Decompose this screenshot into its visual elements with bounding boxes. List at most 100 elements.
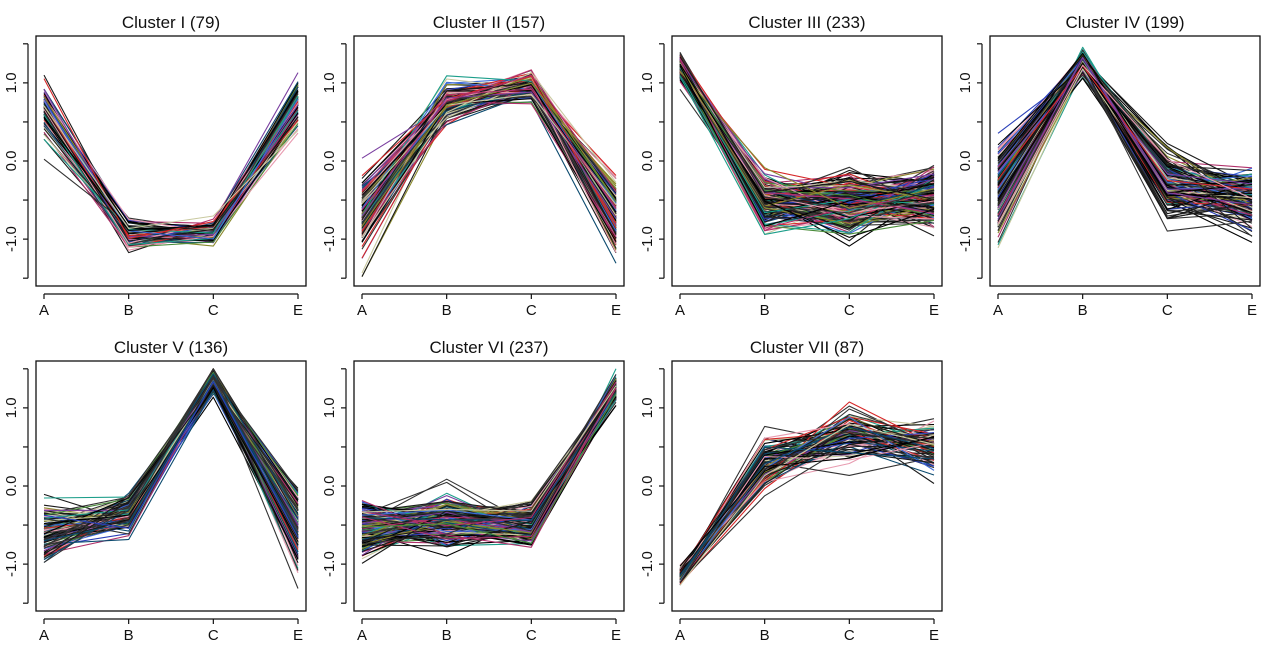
chart-title: Cluster III (233) (748, 13, 865, 32)
y-tick-label: 0.0 (639, 151, 656, 172)
cluster-chart: Cluster VI (237) 1.0 0.0 -1.0 A B C E (321, 338, 625, 644)
x-tick-label: E (929, 302, 939, 319)
y-tick-label: 1.0 (639, 72, 656, 93)
x-tick-label: E (1247, 302, 1257, 319)
chart-title: Cluster V (136) (114, 338, 228, 357)
series-line (361, 374, 617, 535)
series-line (997, 57, 1253, 229)
y-tick-label: 0.0 (321, 476, 338, 497)
x-tick-label: A (39, 627, 49, 644)
series-line (997, 64, 1253, 225)
chart-title: Cluster IV (199) (1065, 13, 1184, 32)
y-tick-label: 1.0 (3, 397, 20, 418)
x-tick-label: C (526, 627, 537, 644)
cluster-chart: Cluster II (157) 1.0 0.0 -1.0 A B C E (321, 13, 625, 319)
series-line (361, 74, 617, 211)
y-tick-label: 0.0 (639, 476, 656, 497)
series-line (997, 57, 1253, 220)
cluster-panel: Cluster VII (87) 1.0 0.0 -1.0 A B C E (636, 333, 946, 648)
series-line (43, 78, 299, 240)
y-tick-label: 1.0 (321, 397, 338, 418)
x-tick-label: C (208, 302, 219, 319)
series-line (43, 378, 299, 555)
series-line (361, 98, 617, 243)
series-line (361, 92, 617, 235)
cluster-panel: Cluster III (233) 1.0 0.0 -1.0 A B C E (636, 8, 946, 323)
series-line (679, 56, 935, 200)
cluster-chart: Cluster I (79) 1.0 0.0 -1.0 A B C E (3, 13, 307, 319)
plot-frame (35, 360, 307, 612)
cluster-panel: Cluster VI (237) 1.0 0.0 -1.0 A B C E (318, 333, 628, 648)
series-line (43, 385, 299, 542)
y-tick-label: -1.0 (957, 226, 974, 252)
series-line (361, 387, 617, 540)
series-line (43, 368, 299, 547)
series-line (679, 59, 935, 229)
x-tick-label: E (293, 627, 303, 644)
y-tick-label: 0.0 (3, 151, 20, 172)
series-line (679, 416, 935, 582)
series-line (679, 63, 935, 238)
y-tick-label: -1.0 (321, 226, 338, 252)
y-tick-label: 1.0 (3, 72, 20, 93)
series-line (43, 95, 299, 234)
plot-frame (35, 35, 307, 287)
x-tick-label: B (124, 627, 134, 644)
plot-frame (671, 35, 943, 287)
x-tick-label: C (1162, 302, 1173, 319)
x-tick-label: E (929, 627, 939, 644)
x-tick-label: B (442, 302, 452, 319)
series-line (679, 418, 935, 574)
series-lines (679, 51, 935, 247)
series-line (997, 59, 1253, 190)
y-tick-label: -1.0 (639, 551, 656, 577)
x-tick-label: C (526, 302, 537, 319)
x-tick-label: E (611, 627, 621, 644)
series-line (43, 389, 299, 541)
x-tick-label: A (993, 302, 1003, 319)
y-tick-label: -1.0 (3, 226, 20, 252)
series-line (997, 68, 1253, 211)
series-line (361, 380, 617, 514)
series-line (43, 95, 299, 246)
series-line (997, 52, 1253, 197)
y-tick-label: -1.0 (321, 551, 338, 577)
series-line (997, 65, 1253, 190)
x-tick-label: B (760, 627, 770, 644)
y-tick-label: 1.0 (321, 72, 338, 93)
cluster-panel: Cluster I (79) 1.0 0.0 -1.0 A B C E (0, 8, 310, 323)
cluster-chart: Cluster IV (199) 1.0 0.0 -1.0 A B C E (957, 13, 1261, 319)
series-line (361, 398, 617, 529)
series-line (679, 426, 935, 576)
series-lines (361, 368, 617, 564)
series-line (361, 393, 617, 544)
cluster-panel: Cluster IV (199) 1.0 0.0 -1.0 A B C E (954, 8, 1264, 323)
x-tick-label: C (844, 302, 855, 319)
x-tick-label: A (39, 302, 49, 319)
series-lines (43, 368, 299, 589)
series-line (679, 433, 935, 584)
cluster-panel: Cluster II (157) 1.0 0.0 -1.0 A B C E (318, 8, 628, 323)
series-line (679, 69, 935, 214)
plot-frame (671, 360, 943, 612)
cluster-chart: Cluster V (136) 1.0 0.0 -1.0 A B C E (3, 338, 307, 644)
plot-frame (989, 35, 1261, 287)
series-line (361, 384, 617, 541)
series-line (679, 68, 935, 235)
y-tick-label: 0.0 (321, 151, 338, 172)
series-line (43, 381, 299, 538)
x-tick-label: C (844, 627, 855, 644)
cluster-chart: Cluster III (233) 1.0 0.0 -1.0 A B C E (639, 13, 943, 319)
plot-frame (353, 360, 625, 612)
series-lines (679, 401, 935, 586)
chart-title: Cluster I (79) (122, 13, 220, 32)
chart-title: Cluster VI (237) (429, 338, 548, 357)
x-tick-label: A (357, 627, 367, 644)
x-tick-label: B (760, 302, 770, 319)
series-line (361, 385, 617, 513)
series-line (679, 53, 935, 209)
series-line (679, 423, 935, 586)
series-line (43, 380, 299, 542)
chart-title: Cluster II (157) (433, 13, 545, 32)
